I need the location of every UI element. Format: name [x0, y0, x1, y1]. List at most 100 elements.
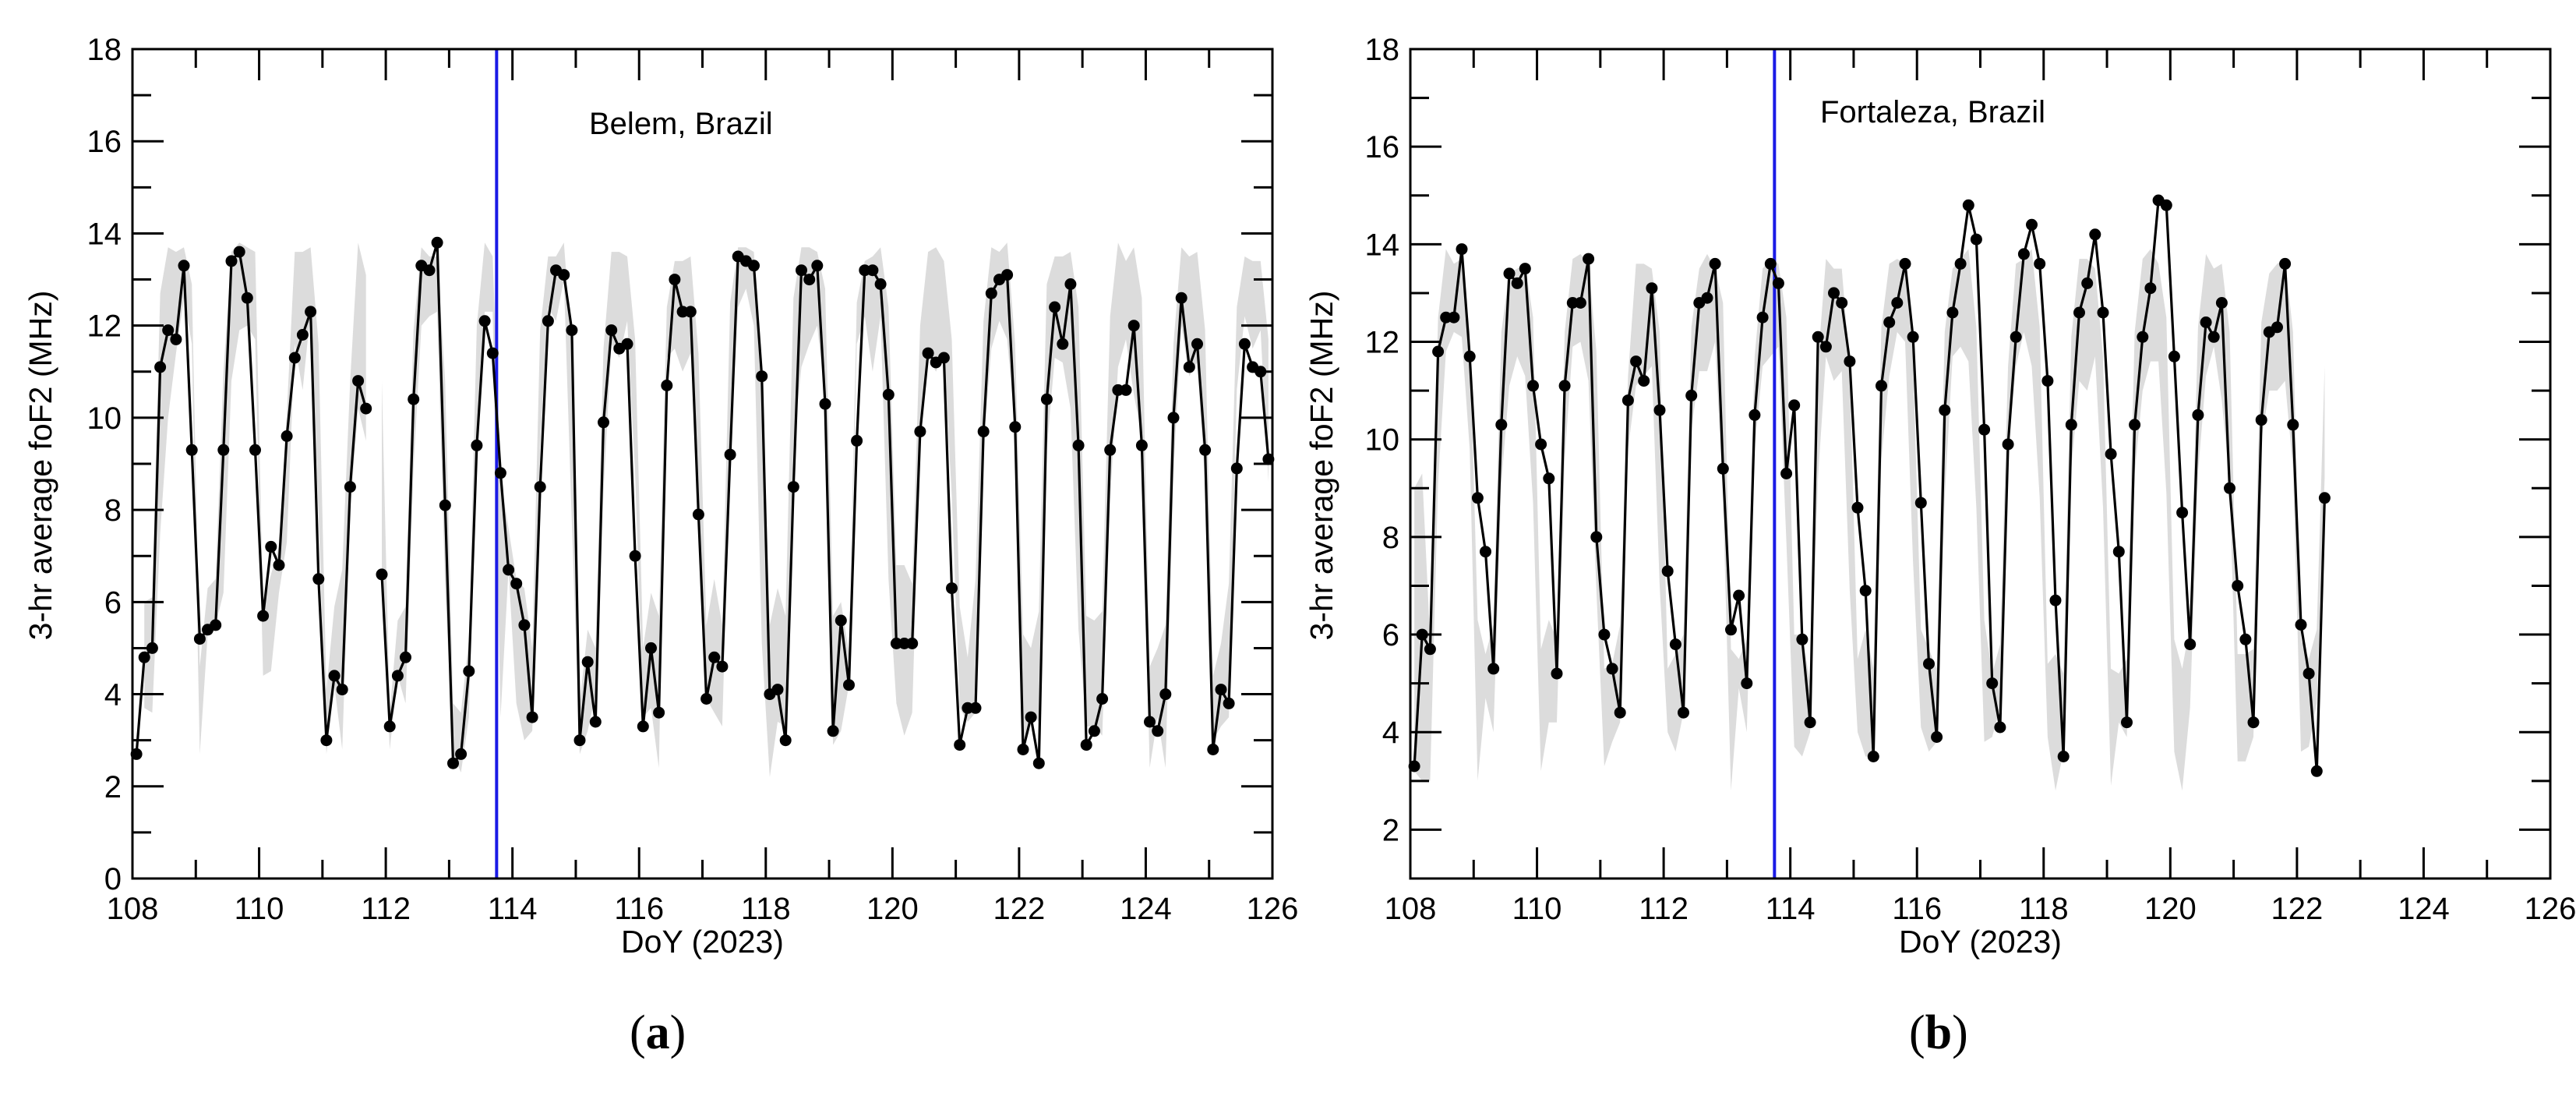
data-point: [756, 370, 768, 383]
data-point: [937, 352, 950, 364]
data-point: [2041, 375, 2054, 387]
data-point: [843, 679, 855, 691]
data-point: [1207, 744, 1219, 755]
y-tick-label: 8: [1382, 521, 1399, 555]
data-point: [1891, 297, 1904, 309]
data-point: [1978, 423, 1991, 436]
data-point: [2160, 199, 2172, 211]
series-line-0: [1413, 199, 2326, 772]
chart-panel-a: 108 110 112 114 116 118 120 122 124 126 0 2 4 6 8 10 12 1…: [23, 33, 1298, 960]
data-point: [1057, 338, 1069, 350]
data-point: [985, 287, 997, 299]
data-point: [851, 434, 863, 447]
data-point: [1970, 233, 1982, 246]
data-point: [138, 651, 150, 663]
data-point: [779, 734, 792, 747]
data-point: [2271, 321, 2283, 334]
data-point: [1017, 744, 1029, 755]
data-point: [1907, 331, 1919, 343]
data-point: [1828, 287, 1840, 299]
data-point: [1764, 257, 1777, 270]
data-point: [391, 670, 404, 682]
data-point: [2129, 419, 2141, 431]
x-tick-label: 112: [1639, 892, 1689, 926]
data-point: [598, 416, 609, 429]
x-tick-label: 122: [993, 892, 1046, 926]
data-point: [946, 582, 958, 595]
data-point: [1717, 462, 1729, 475]
y-tick-label: 12: [87, 309, 122, 344]
data-point: [1994, 721, 2006, 734]
data-point: [1646, 282, 1658, 295]
data-point: [621, 338, 633, 350]
data-point: [1104, 444, 1117, 456]
data-point: [1772, 277, 1784, 289]
x-tick-label: 110: [235, 892, 284, 926]
data-point: [874, 278, 887, 290]
data-point: [1851, 501, 1864, 514]
data-point: [581, 656, 594, 668]
data-point: [692, 508, 704, 521]
panel-label-b-close: ): [1952, 1006, 1968, 1059]
data-point: [1819, 341, 1832, 353]
data-point: [1867, 751, 1879, 762]
data-point: [1495, 419, 1508, 431]
x-tick-label: 120: [866, 892, 919, 926]
data-point: [977, 426, 990, 438]
data-point: [463, 665, 475, 677]
data-point: [811, 260, 824, 272]
data-point: [1463, 350, 1476, 362]
data-point: [281, 430, 293, 442]
data-point: [2105, 448, 2117, 460]
data-point: [2112, 546, 2125, 558]
data-point: [233, 246, 245, 258]
data-point: [866, 264, 879, 277]
data-point: [518, 619, 531, 631]
data-point: [1899, 257, 1911, 270]
data-point: [241, 292, 253, 304]
x-tick-label: 114: [488, 892, 538, 926]
x-axis-label: DoY (2023): [621, 924, 784, 960]
data-point: [1511, 277, 1523, 289]
data-point: [1954, 257, 1967, 270]
data-point: [1653, 404, 1666, 416]
data-point: [882, 388, 895, 401]
y-tick-label: 2: [104, 770, 122, 804]
y-tick-label: 16: [87, 125, 122, 159]
data-point: [154, 361, 167, 373]
data-point: [1072, 439, 1085, 451]
data-point: [1144, 716, 1156, 728]
data-point: [1986, 677, 1999, 690]
data-point: [605, 324, 618, 337]
data-point: [510, 578, 523, 590]
data-point: [471, 439, 483, 451]
x-tick-label: 114: [1766, 892, 1816, 926]
data-point: [1583, 253, 1595, 265]
data-point: [2247, 716, 2260, 729]
panel-label-a-letter: a: [645, 1006, 670, 1059]
y-tick-label: 10: [87, 401, 122, 436]
data-point: [1914, 497, 1927, 509]
x-tick-label: 124: [2398, 892, 2450, 926]
data-point: [2057, 751, 2070, 762]
data-point: [2255, 414, 2267, 426]
data-point: [629, 550, 641, 562]
y-tick-label: 14: [87, 217, 122, 251]
data-point: [305, 306, 317, 318]
data-point: [534, 481, 546, 493]
panel-label-a-open: (: [630, 1006, 646, 1059]
data-point: [1503, 267, 1516, 280]
y-tick-label: 4: [104, 678, 122, 712]
data-point: [1471, 492, 1484, 504]
data-point: [210, 619, 222, 631]
data-point: [1527, 380, 1539, 392]
data-point: [1733, 589, 1745, 602]
data-point: [2034, 257, 2046, 270]
data-point: [1669, 638, 1681, 651]
data-point: [1480, 546, 1491, 558]
x-tick-label: 108: [1385, 892, 1437, 926]
data-point: [1543, 472, 1555, 485]
data-point: [1883, 316, 1896, 328]
data-point: [1032, 757, 1045, 769]
